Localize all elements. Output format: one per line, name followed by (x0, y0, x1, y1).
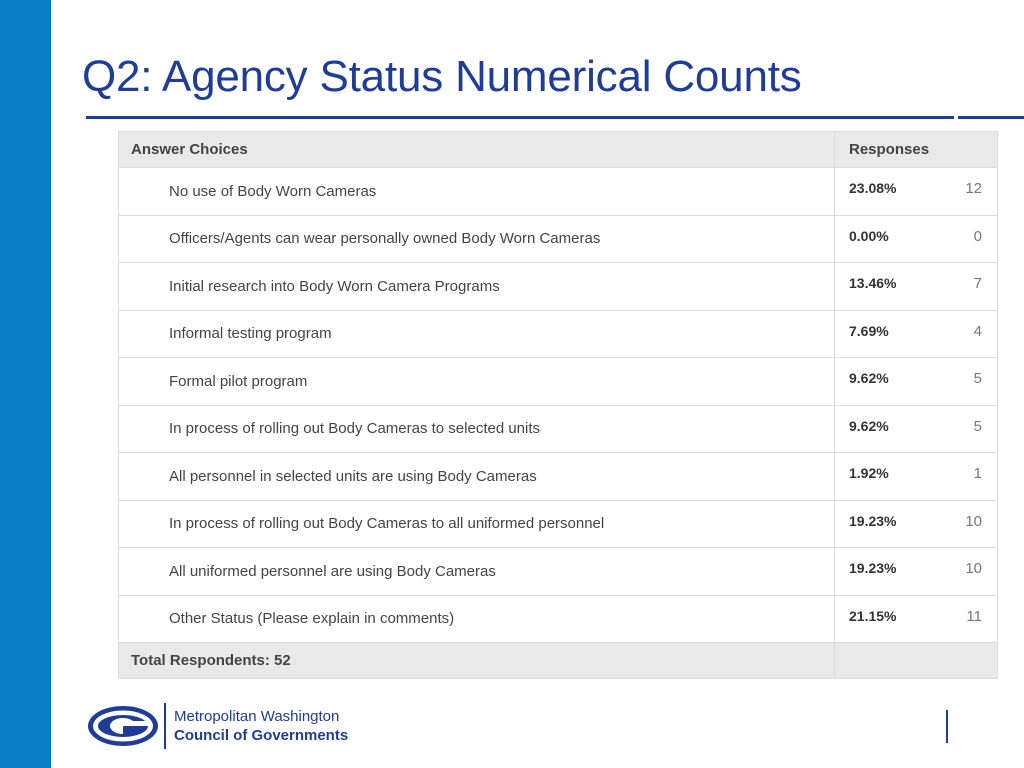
answer-choice: No use of Body Worn Cameras (118, 167, 835, 216)
response-cell: 13.46% 7 (834, 262, 998, 311)
table-row: Other Status (Please explain in comments… (118, 594, 998, 643)
table-header-row: Answer Choices Responses (118, 131, 998, 168)
table-row: All uniformed personnel are using Body C… (118, 547, 998, 596)
cog-logo-icon (88, 706, 158, 746)
responses-header: Responses (834, 131, 998, 168)
response-percent: 19.23% (849, 512, 897, 529)
response-cell: 7.69% 4 (834, 309, 998, 358)
response-count: 12 (965, 180, 982, 197)
table-row: In process of rolling out Body Cameras t… (118, 404, 998, 453)
answer-choice: Informal testing program (118, 309, 835, 358)
response-count: 7 (973, 275, 982, 292)
response-cell: 19.23% 10 (834, 547, 998, 596)
response-cell: 19.23% 10 (834, 499, 998, 548)
response-percent: 13.46% (849, 275, 897, 291)
side-accent-bar (0, 0, 51, 768)
response-percent: 0.00% (849, 227, 889, 244)
response-count: 11 (966, 607, 982, 625)
response-cell: 21.15% 11 (834, 594, 998, 643)
footer-empty-cell (834, 642, 998, 679)
logo-text: Metropolitan Washington Council of Gover… (174, 707, 348, 745)
mwcog-logo: Metropolitan Washington Council of Gover… (86, 703, 348, 749)
slide-title: Q2: Agency Status Numerical Counts (82, 52, 802, 101)
logo-divider (164, 703, 166, 749)
response-cell: 9.62% 5 (834, 404, 998, 453)
response-count: 0 (973, 227, 982, 245)
answer-choice: All personnel in selected units are usin… (118, 452, 835, 501)
title-underline (86, 116, 954, 119)
response-count: 1 (973, 465, 982, 482)
response-percent: 9.62% (849, 417, 889, 434)
response-percent: 7.69% (849, 322, 889, 339)
answer-choice: Initial research into Body Worn Camera P… (118, 262, 835, 311)
table-row: Officers/Agents can wear personally owne… (118, 214, 998, 263)
response-cell: 9.62% 5 (834, 357, 998, 406)
response-percent: 9.62% (849, 370, 889, 386)
response-percent: 23.08% (849, 180, 897, 196)
table-row: Formal pilot program 9.62% 5 (118, 357, 998, 406)
answer-choice: Other Status (Please explain in comments… (118, 594, 835, 643)
response-count: 5 (973, 370, 982, 387)
footer-divider (946, 710, 948, 743)
table-footer-row: Total Respondents: 52 (118, 642, 998, 679)
response-count: 5 (973, 417, 982, 435)
logo-line-1: Metropolitan Washington (174, 708, 340, 725)
table-row: Informal testing program 7.69% 4 (118, 309, 998, 358)
logo-line-2: Council of Governments (174, 727, 349, 744)
title-underline-segment (958, 116, 1024, 119)
table-row: No use of Body Worn Cameras 23.08% 12 (118, 167, 998, 216)
response-cell: 1.92% 1 (834, 452, 998, 501)
response-count: 10 (965, 560, 982, 577)
table-row: Initial research into Body Worn Camera P… (118, 262, 998, 311)
answer-choice: Officers/Agents can wear personally owne… (118, 214, 835, 263)
table-row: All personnel in selected units are usin… (118, 452, 998, 501)
response-percent: 19.23% (849, 560, 897, 576)
answer-choice: All uniformed personnel are using Body C… (118, 547, 835, 596)
response-percent: 21.15% (849, 607, 897, 624)
answer-choice: In process of rolling out Body Cameras t… (118, 499, 835, 548)
total-respondents: Total Respondents: 52 (118, 642, 835, 679)
response-cell: 0.00% 0 (834, 214, 998, 263)
table-row: In process of rolling out Body Cameras t… (118, 499, 998, 548)
answer-choices-header: Answer Choices (118, 131, 835, 168)
answer-choice: Formal pilot program (118, 357, 835, 406)
response-count: 10 (965, 512, 982, 530)
response-percent: 1.92% (849, 465, 889, 481)
survey-results-table: Answer Choices Responses No use of Body … (118, 131, 998, 679)
answer-choice: In process of rolling out Body Cameras t… (118, 404, 835, 453)
response-cell: 23.08% 12 (834, 167, 998, 216)
response-count: 4 (973, 322, 982, 340)
